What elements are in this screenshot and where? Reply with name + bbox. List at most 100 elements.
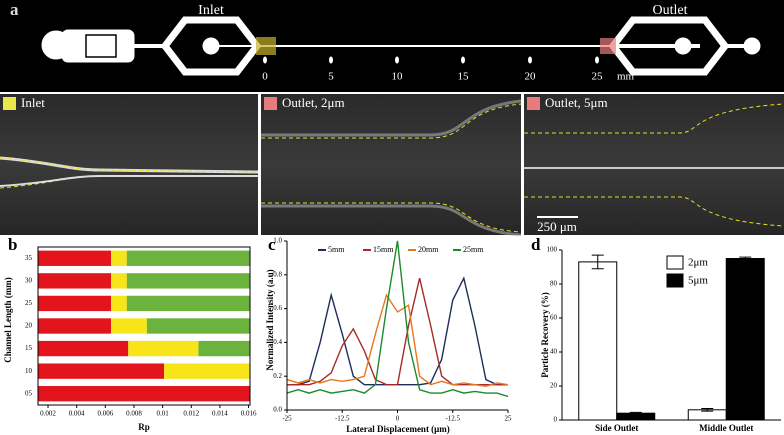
bar-segment <box>111 250 127 266</box>
scale-marker <box>395 56 399 64</box>
y-tick-label: 1.0 <box>273 237 282 245</box>
panel-label: a <box>10 0 19 19</box>
plot-frame <box>37 246 251 406</box>
bar-segment <box>38 363 165 379</box>
y-tick-label: 60 <box>550 314 558 322</box>
inlet-marker <box>256 37 276 55</box>
y-tick-label: 0.0 <box>273 406 282 414</box>
scale-bar-label: 250 μm <box>537 219 577 234</box>
bar-segment <box>126 295 250 312</box>
scale-tick-label: 20 <box>525 71 537 83</box>
outlet-label: Outlet <box>653 3 688 18</box>
legend-label: 25mm <box>463 245 484 254</box>
x-tick-label: 0.008 <box>126 410 142 418</box>
error-bar <box>591 254 604 270</box>
x-axis-label: Rp <box>138 422 150 432</box>
legend-label: 15mm <box>373 245 394 254</box>
micrographs <box>0 94 784 237</box>
x-tick-label: -12.5 <box>445 415 460 423</box>
x-tick-label: 0.002 <box>40 410 56 418</box>
device-drawing <box>41 16 761 76</box>
bar-segment <box>38 273 112 289</box>
x-axis-label: Lateral Displacement (μm) <box>346 424 450 434</box>
x-tick-label: 0.01 <box>156 410 169 418</box>
inlet-label: Inlet <box>198 3 224 18</box>
bar <box>725 258 765 421</box>
y-axis-label: Channel Length (mm) <box>3 277 13 363</box>
line-series <box>287 278 508 386</box>
image-label: Outlet, 5μm <box>545 95 608 110</box>
bar-segment <box>164 363 250 379</box>
x-tick-label: Side Outlet <box>595 423 638 433</box>
legend-swatch <box>666 255 684 270</box>
y-tick-label: 20 <box>550 382 558 390</box>
bar-segment <box>146 318 250 334</box>
y-tick-label: 0.8 <box>273 270 282 278</box>
error-bar <box>629 411 642 415</box>
y-tick-label: 15 <box>25 344 33 352</box>
image-label: Outlet, 2μm <box>282 95 345 110</box>
legend-label: 2μm <box>688 257 708 269</box>
bar-segment <box>38 295 112 312</box>
error-bar <box>701 407 714 412</box>
scale-marker <box>263 56 267 64</box>
x-tick-label: 25 <box>505 415 513 423</box>
y-tick-label: 20 <box>25 322 33 330</box>
line-series <box>286 293 509 388</box>
y-tick-label: 30 <box>25 276 33 284</box>
bar-segment <box>38 386 250 402</box>
panel-label: b <box>8 235 17 254</box>
image-label: Inlet <box>21 95 45 110</box>
error-bar <box>739 256 752 261</box>
scale-tick-label: 0 <box>262 71 268 83</box>
x-tick-label: -12.5 <box>335 415 350 423</box>
bar-segment <box>38 250 112 266</box>
y-tick-label: 0.2 <box>273 372 282 380</box>
x-tick-label: 0.012 <box>183 410 199 418</box>
bar-segment <box>198 340 250 357</box>
y-tick-label: 0.4 <box>273 338 282 346</box>
legend-swatch <box>666 273 684 288</box>
y-tick-label: 05 <box>25 389 33 397</box>
scale-marker <box>461 56 465 64</box>
x-tick-label: Middle Outlet <box>699 423 753 433</box>
bar-segment <box>111 295 127 312</box>
x-tick-label: 0.004 <box>69 410 85 418</box>
scale-marker <box>329 56 333 64</box>
outlet-marker <box>600 38 616 54</box>
scale-tick-label: 15 <box>458 71 470 83</box>
x-tick-label: 0.006 <box>97 410 113 418</box>
scale-unit: mm <box>617 71 635 83</box>
bar <box>578 261 618 421</box>
y-tick-label: 0.6 <box>273 304 282 312</box>
y-tick-label: 0 <box>554 416 558 424</box>
y-axis-label: Particle Recovery (%) <box>540 292 550 377</box>
legend-label: 20mm <box>418 245 439 254</box>
panel-label: c <box>268 235 276 254</box>
line-series <box>287 276 508 386</box>
bar-segment <box>126 273 250 289</box>
scale-marker <box>528 56 532 64</box>
y-axis-label: Normalized Intensity (a.u) <box>265 269 275 370</box>
y-tick-label: 10 <box>25 367 33 375</box>
x-tick-label: 0.014 <box>212 410 228 418</box>
legend-label: 5μm <box>688 275 708 287</box>
y-tick-label: 80 <box>550 280 558 288</box>
bar-segment <box>111 273 127 289</box>
scale-tick-label: 5 <box>328 71 334 83</box>
bar-segment <box>38 318 112 334</box>
line-series <box>286 240 509 398</box>
scale-tick-label: 25 <box>592 71 604 83</box>
bar-segment <box>38 340 129 357</box>
x-tick-label: -25 <box>282 415 292 423</box>
x-tick-label: 0 <box>396 415 400 423</box>
scale-tick-label: 10 <box>392 71 404 83</box>
y-tick-label: 35 <box>25 254 33 262</box>
panel-label: d <box>531 235 541 254</box>
y-tick-label: 100 <box>547 246 558 254</box>
scale-marker <box>595 56 599 64</box>
y-tick-label: 40 <box>550 348 558 356</box>
x-tick-label: 0.016 <box>241 410 257 418</box>
legend-label: 5mm <box>328 245 345 254</box>
